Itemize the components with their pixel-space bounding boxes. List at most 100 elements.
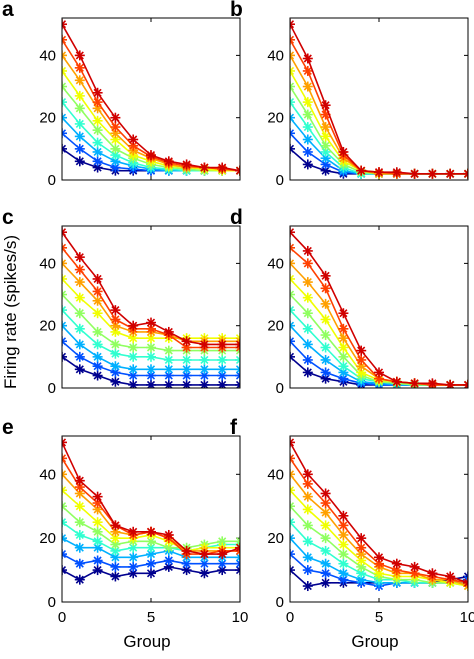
x-tick-label: 0 <box>286 609 294 626</box>
data-point-marker <box>217 549 228 560</box>
data-point-marker <box>290 469 295 480</box>
data-point-marker <box>391 565 402 576</box>
data-point-marker <box>181 370 192 381</box>
data-point-marker <box>320 146 331 157</box>
x-tick-label: 0 <box>58 609 66 626</box>
data-point-marker <box>181 159 192 170</box>
data-point-marker <box>92 146 103 157</box>
data-point-marker <box>302 565 313 576</box>
data-point-marker <box>128 342 139 353</box>
y-tick-label: 0 <box>48 594 56 611</box>
data-point-marker <box>235 364 240 375</box>
data-point-marker <box>74 364 85 375</box>
data-point-marker <box>110 533 121 544</box>
data-point-marker <box>92 115 103 126</box>
data-point-marker <box>163 555 174 566</box>
y-tick-label: 20 <box>267 530 284 547</box>
data-point-marker <box>427 568 438 579</box>
data-point-marker <box>74 90 85 101</box>
data-point-marker <box>290 320 295 331</box>
data-point-marker <box>92 339 103 350</box>
data-point-marker <box>338 520 349 531</box>
axes-frame <box>289 225 469 389</box>
data-point-marker <box>320 568 331 579</box>
series-line <box>290 247 468 386</box>
data-point-marker <box>338 529 349 540</box>
data-point-marker <box>391 376 402 387</box>
data-point-marker <box>290 65 295 76</box>
data-point-marker <box>62 112 67 123</box>
y-tick-label: 20 <box>39 530 56 547</box>
data-point-marker <box>199 354 210 365</box>
data-point-marker <box>92 286 103 297</box>
series-line <box>290 55 468 175</box>
y-tick-label: 20 <box>39 110 56 127</box>
data-point-marker <box>338 361 349 372</box>
data-point-marker <box>302 581 313 592</box>
data-point-marker <box>290 143 295 154</box>
data-point-marker <box>356 367 367 378</box>
data-point-marker <box>128 351 139 362</box>
panel-letter: b <box>230 0 243 21</box>
x-axis-label-right: Group <box>351 632 398 651</box>
data-point-marker <box>356 568 367 579</box>
data-point-marker <box>163 529 174 540</box>
data-point-marker <box>62 242 67 253</box>
data-point-marker <box>163 364 174 375</box>
data-point-marker <box>320 131 331 142</box>
data-point-marker <box>92 517 103 528</box>
data-point-marker <box>302 65 313 76</box>
data-point-marker <box>338 308 349 319</box>
data-point-marker <box>302 478 313 489</box>
x-tick-label: 10 <box>232 609 249 626</box>
data-point-marker <box>302 81 313 92</box>
data-point-marker <box>74 323 85 334</box>
data-point-marker <box>181 558 192 569</box>
panel-letter: f <box>230 416 238 439</box>
data-point-marker <box>146 526 156 537</box>
data-point-marker <box>302 339 313 350</box>
data-point-marker <box>290 273 295 284</box>
data-point-marker <box>74 542 85 553</box>
data-point-marker <box>62 351 67 362</box>
data-point-marker <box>302 277 313 288</box>
data-point-marker <box>320 367 331 378</box>
data-point-marker <box>409 561 420 572</box>
data-point-marker <box>92 273 103 284</box>
data-point-marker <box>92 491 103 502</box>
data-point-marker <box>146 568 156 579</box>
panel-letter: c <box>2 206 14 229</box>
axes-frame <box>61 435 241 603</box>
data-point-marker <box>374 367 384 378</box>
data-point-marker <box>92 351 103 362</box>
data-point-marker <box>445 571 456 582</box>
data-point-marker <box>62 453 67 464</box>
data-point-marker <box>146 379 156 388</box>
data-point-marker <box>92 308 103 319</box>
data-point-marker <box>338 373 349 384</box>
data-point-marker <box>62 336 67 347</box>
data-point-marker <box>74 118 85 129</box>
data-point-marker <box>128 333 139 344</box>
data-point-marker <box>74 131 85 142</box>
data-point-marker <box>128 379 139 388</box>
data-point-marker <box>338 549 349 560</box>
data-point-marker <box>74 339 85 350</box>
data-point-marker <box>62 65 67 76</box>
data-point-marker <box>320 153 331 164</box>
data-point-marker <box>427 168 438 179</box>
data-point-marker <box>62 19 67 30</box>
data-point-marker <box>62 258 67 269</box>
data-point-marker <box>163 345 174 356</box>
data-point-marker <box>290 336 295 347</box>
y-tick-label: 0 <box>276 172 284 189</box>
y-tick-label: 0 <box>48 380 56 397</box>
data-point-marker <box>92 555 103 566</box>
data-point-marker <box>320 270 331 281</box>
data-point-marker <box>320 122 331 133</box>
data-point-marker <box>74 292 85 303</box>
data-point-marker <box>146 364 156 375</box>
data-point-marker <box>338 568 349 579</box>
data-point-marker <box>235 354 240 365</box>
data-point-marker <box>290 305 295 316</box>
